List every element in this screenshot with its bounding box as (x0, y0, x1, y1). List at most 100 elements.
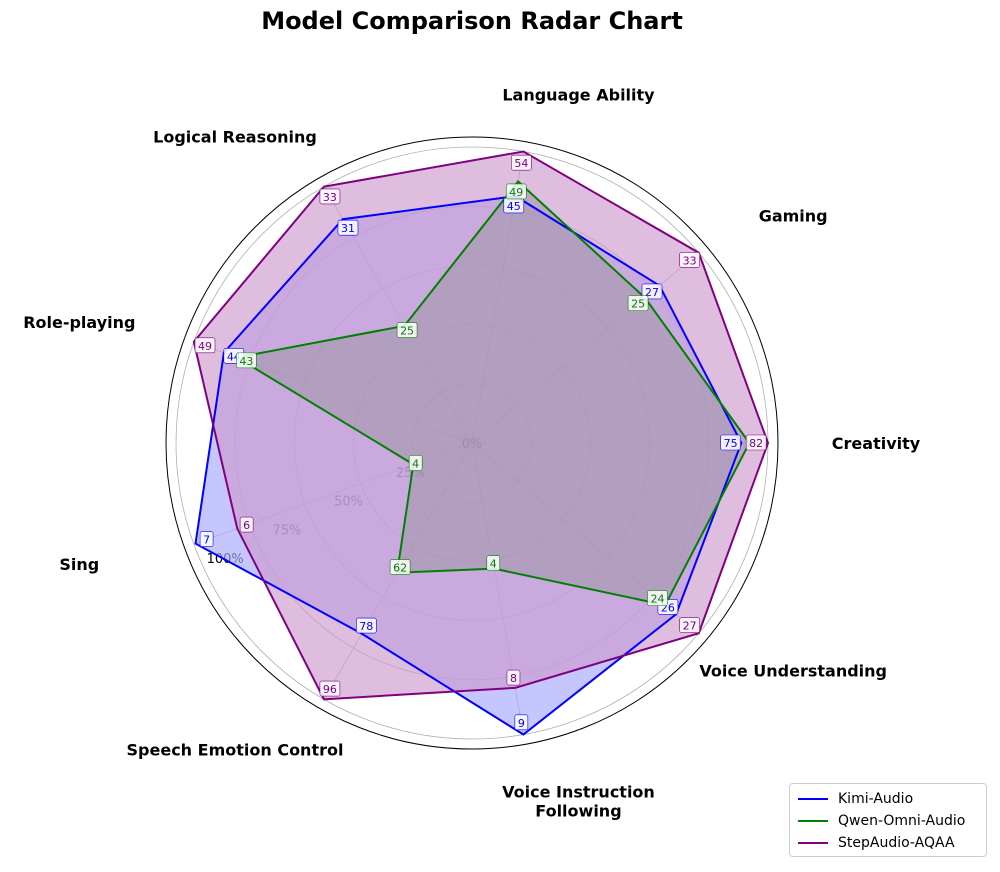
value-box-1-7 (486, 555, 501, 571)
axis-label-8: Voice Understanding (699, 662, 887, 681)
value-text-1-7: 4 (490, 558, 497, 571)
series-layer (192, 150, 770, 736)
axis-label-7: Voice Instruction Following (502, 783, 655, 821)
axis-label-line-6-0: Speech Emotion Control (127, 741, 344, 760)
value-box-0-6 (355, 617, 377, 634)
value-label-0-5: 7 (199, 531, 214, 547)
legend-item-stepaudio-aqaa: StepAudio-AQAA (798, 832, 978, 854)
legend-label-stepaudio: StepAudio-AQAA (838, 835, 955, 851)
legend-swatch-kimi (798, 798, 828, 800)
value-label-1-4: 43 (236, 352, 257, 369)
value-text-2-2: 54 (514, 157, 528, 170)
axis-label-3: Logical Reasoning (153, 127, 317, 146)
value-label-2-5: 6 (239, 516, 254, 533)
legend-swatch-stepaudio (798, 842, 828, 844)
legend-item-qwen-omni-audio: Qwen-Omni-Audio (798, 810, 978, 832)
axis-label-line-7-1: Following (535, 802, 621, 821)
value-text-2-5: 6 (243, 519, 250, 532)
axis-label-2: Language Ability (502, 85, 655, 104)
value-box-1-2 (505, 183, 527, 200)
axis-label-5: Sing (59, 555, 99, 574)
value-text-1-3: 25 (400, 325, 414, 338)
value-label-1-3: 25 (396, 322, 418, 338)
value-label-2-3: 33 (319, 188, 341, 205)
value-box-0-1 (641, 283, 663, 300)
value-text-1-6: 62 (393, 562, 407, 575)
value-text-0-3: 31 (341, 222, 355, 235)
value-box-1-1 (627, 295, 649, 311)
value-label-2-4: 49 (194, 337, 216, 354)
value-label-2-2: 54 (511, 154, 532, 171)
plot-frame (165, 136, 779, 750)
value-label-0-7: 9 (514, 714, 529, 731)
value-text-2-6: 96 (323, 683, 337, 696)
value-box-0-3 (337, 219, 359, 236)
value-box-2-0 (745, 434, 767, 451)
axis-label-line-3-0: Logical Reasoning (153, 127, 317, 146)
value-box-0-0 (720, 434, 741, 451)
value-text-0-7: 9 (518, 717, 525, 730)
value-label-1-5: 4 (408, 455, 423, 471)
value-box-0-7 (514, 714, 529, 731)
value-box-2-7 (506, 669, 521, 686)
axis-label-line-1-0: Gaming (759, 206, 828, 225)
series-line-1 (234, 180, 751, 607)
value-text-2-0: 82 (749, 437, 763, 450)
value-box-2-6 (319, 680, 341, 697)
value-text-1-5: 4 (412, 458, 419, 471)
value-label-2-7: 8 (506, 669, 521, 686)
value-label-0-2: 45 (503, 197, 525, 214)
value-label-0-6: 78 (355, 617, 377, 634)
axis-label-4: Role-playing (23, 313, 135, 332)
value-text-1-1: 25 (631, 298, 645, 311)
value-box-2-5 (239, 516, 254, 533)
value-box-2-1 (679, 252, 700, 268)
value-box-1-8 (647, 590, 668, 606)
value-label-2-1: 33 (679, 252, 700, 268)
value-box-1-3 (396, 322, 418, 338)
value-box-2-2 (511, 154, 532, 171)
axis-label-line-2-0: Language Ability (502, 85, 655, 104)
value-box-2-3 (319, 188, 341, 205)
value-label-1-6: 62 (389, 559, 411, 575)
value-text-1-2: 49 (509, 186, 523, 199)
legend-label-kimi: Kimi-Audio (838, 791, 914, 807)
chart-title: Model Comparison Radar Chart (261, 7, 683, 35)
axis-label-line-7-0: Voice Instruction (502, 783, 655, 802)
value-text-1-4: 43 (239, 355, 253, 368)
value-text-0-1: 27 (645, 286, 659, 299)
value-label-1-7: 4 (486, 555, 501, 571)
value-label-2-0: 82 (745, 434, 767, 451)
axis-label-6: Speech Emotion Control (127, 741, 344, 760)
value-text-1-8: 24 (650, 593, 664, 606)
value-label-0-3: 31 (337, 219, 359, 236)
value-text-2-1: 33 (683, 254, 697, 267)
value-text-2-8: 27 (683, 620, 697, 633)
value-text-0-0: 75 (724, 437, 738, 450)
value-box-1-6 (389, 559, 411, 575)
value-label-2-8: 27 (679, 617, 700, 633)
legend-label-qwen: Qwen-Omni-Audio (838, 813, 966, 829)
series-fill-2 (193, 151, 769, 700)
series-line-2 (192, 150, 770, 701)
legend-item-kimi-audio: Kimi-Audio (798, 788, 978, 810)
value-box-2-4 (194, 337, 216, 354)
value-label-1-8: 24 (647, 590, 668, 606)
value-label-1-1: 25 (627, 295, 649, 311)
series-line-0 (194, 195, 743, 736)
value-text-2-7: 8 (510, 672, 517, 685)
value-box-1-4 (236, 352, 257, 369)
value-label-0-0: 75 (720, 434, 741, 451)
axis-label-line-5-0: Sing (59, 555, 99, 574)
value-text-2-4: 49 (198, 340, 212, 353)
axis-label-0: Creativity (832, 434, 921, 453)
value-label-2-6: 96 (319, 680, 341, 697)
value-label-0-1: 27 (641, 283, 663, 300)
value-box-1-5 (408, 455, 423, 471)
value-label-1-2: 49 (505, 183, 527, 200)
legend: Kimi-Audio Qwen-Omni-Audio StepAudio-AQA… (789, 783, 987, 857)
value-text-2-3: 33 (323, 191, 337, 204)
